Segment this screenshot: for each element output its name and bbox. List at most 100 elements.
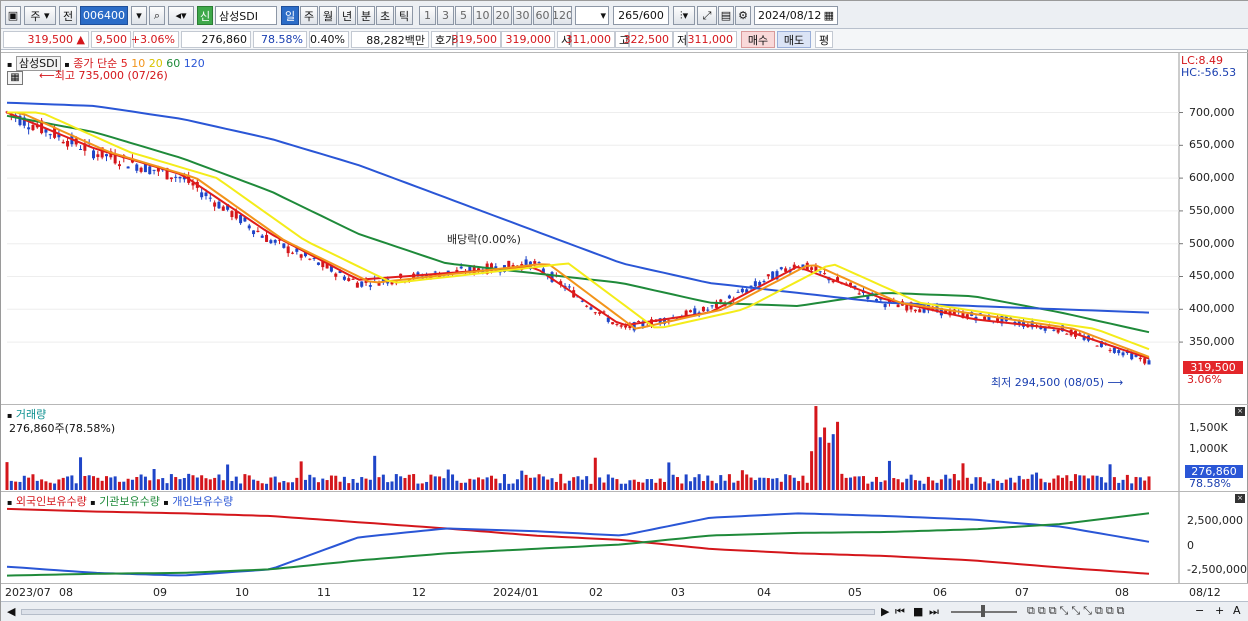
holdings-pane[interactable]: ▪ 외국인보유수량 ▪ 기관보유수량 ▪ 개인보유수량 × 2,500,000 …	[1, 491, 1248, 584]
horizontal-scrollbar[interactable]	[21, 609, 875, 615]
ma10-line	[7, 111, 1150, 358]
volume-bar	[156, 479, 160, 490]
tab-year[interactable]: 년	[338, 6, 356, 25]
price-candle	[758, 281, 762, 286]
volume-bar	[1112, 477, 1116, 490]
pane-close-icon[interactable]: ×	[1235, 494, 1245, 503]
price-candle	[152, 169, 156, 171]
price-legend: ▪ 삼성SDI ▪ 종가 단순 5 10 20 60 120	[7, 56, 205, 71]
calendar-icon[interactable]: ▦	[823, 9, 834, 22]
ma20-label: 20	[148, 57, 163, 70]
data-count-input[interactable]: 265/600	[613, 6, 669, 25]
eval-button[interactable]: 평	[815, 31, 833, 48]
volume-bar	[44, 481, 48, 490]
gear-icon[interactable]: ⚙	[735, 6, 751, 25]
draw-tool-icon[interactable]: ⤢	[697, 6, 717, 25]
volume-bar	[1082, 475, 1086, 490]
price-candle	[243, 217, 247, 222]
volume-bar	[580, 479, 584, 490]
tab-tick[interactable]: 틱	[395, 6, 413, 25]
prev-button[interactable]: 전	[59, 6, 77, 25]
interval-120[interactable]: 120	[553, 6, 572, 25]
tool-icons[interactable]: ⧉⧉⧉⤡⤡⤡⧉⧉⧉	[1027, 604, 1128, 617]
price-candle	[455, 269, 459, 273]
volume-bar	[1095, 475, 1099, 490]
volume-bar	[122, 481, 126, 490]
tab-second[interactable]: 초	[376, 6, 394, 25]
candle-type-icon[interactable]: ⫶▾	[673, 6, 695, 25]
price-tick-label: 650,000	[1189, 138, 1235, 152]
date-input[interactable]: 2024/08/12 ▦	[754, 6, 838, 25]
price-candle	[1043, 326, 1047, 331]
price-candle	[182, 177, 186, 180]
speaker-icon[interactable]: ◂▾	[168, 6, 194, 25]
tab-day[interactable]: 일	[281, 6, 299, 25]
price-candle	[265, 234, 269, 242]
save-icon[interactable]: ▤	[718, 6, 734, 25]
volume-bar	[1130, 483, 1134, 490]
volume-bar	[611, 477, 615, 490]
zoom-out-icon[interactable]: −	[1195, 604, 1205, 617]
period-select[interactable]: 주 ▾	[24, 6, 56, 25]
volume-chart[interactable]	[1, 405, 1248, 492]
tab-week[interactable]: 주	[300, 6, 318, 25]
price-candle	[641, 321, 645, 327]
custom-interval-select[interactable]: ▾	[575, 6, 609, 25]
interval-1[interactable]: 1	[419, 6, 436, 25]
interval-20[interactable]: 20	[493, 6, 512, 25]
stock-code-input[interactable]: 006400	[80, 6, 128, 25]
table-view-icon[interactable]: ▦	[7, 71, 23, 85]
tab-minute[interactable]: 분	[357, 6, 375, 25]
open-label: 시	[557, 31, 571, 48]
bottom-controls: ◀ ▶ ⏮ ■ ⏭ ⧉⧉⧉⤡⤡⤡⧉⧉⧉ − + A	[1, 601, 1248, 621]
price-candle	[334, 273, 338, 277]
interval-10[interactable]: 10	[473, 6, 492, 25]
volume-pane[interactable]: ▪ 거래량 276,860주(78.58%) × 1,500K 1,000K 2…	[1, 404, 1248, 492]
interval-30[interactable]: 30	[513, 6, 532, 25]
interval-60[interactable]: 60	[533, 6, 552, 25]
volume-bar	[217, 474, 221, 490]
search-icon[interactable]: ⌕	[149, 6, 165, 25]
code-dropdown-icon[interactable]: ▾	[131, 6, 147, 25]
price-candle	[550, 272, 554, 282]
holdings-chart[interactable]	[1, 492, 1248, 584]
first-icon[interactable]: ⏮	[895, 605, 905, 618]
price-candle	[823, 273, 827, 275]
zoom-slider-thumb[interactable]	[981, 605, 985, 617]
pane-close-icon[interactable]: ×	[1235, 407, 1245, 416]
volume-bar	[1022, 479, 1026, 490]
x-axis-label: 05	[848, 586, 862, 599]
buy-button[interactable]: 매수	[741, 31, 775, 48]
volume-bar	[66, 476, 70, 490]
volume-bar	[1009, 477, 1013, 490]
ma20-line	[7, 111, 1150, 351]
layout-icon[interactable]: ▣	[5, 6, 21, 25]
volume-bar	[303, 479, 307, 490]
price-candle	[208, 197, 212, 199]
volume-bar	[485, 477, 489, 490]
stop-icon[interactable]: ■	[913, 605, 924, 618]
foreign-holding-line	[6, 507, 1150, 575]
quote-label: 호가	[431, 31, 457, 48]
volume-bar	[31, 474, 35, 490]
price-candle	[66, 140, 70, 147]
font-size-icon[interactable]: A	[1233, 604, 1241, 617]
scroll-right-icon[interactable]: ▶	[881, 605, 890, 618]
price-tick-label: 350,000	[1189, 335, 1235, 349]
interval-5[interactable]: 5	[455, 6, 472, 25]
interval-3[interactable]: 3	[437, 6, 454, 25]
price-candle	[321, 261, 325, 268]
volume-bar	[1052, 478, 1056, 490]
price-pane[interactable]: ▪ 삼성SDI ▪ 종가 단순 5 10 20 60 120 ▦ ⟵최고 735…	[1, 52, 1248, 405]
volume-bar	[446, 469, 450, 490]
tab-month[interactable]: 월	[319, 6, 337, 25]
price-candle	[148, 166, 152, 175]
zoom-in-icon[interactable]: +	[1215, 604, 1225, 617]
sell-button[interactable]: 매도	[777, 31, 811, 48]
volume-bar	[403, 477, 407, 490]
last-icon[interactable]: ⏭	[929, 605, 939, 618]
scroll-left-icon[interactable]: ◀	[7, 605, 16, 618]
price-chart[interactable]	[1, 53, 1248, 405]
price-candle	[948, 309, 952, 316]
ma5-line	[6, 111, 1150, 360]
